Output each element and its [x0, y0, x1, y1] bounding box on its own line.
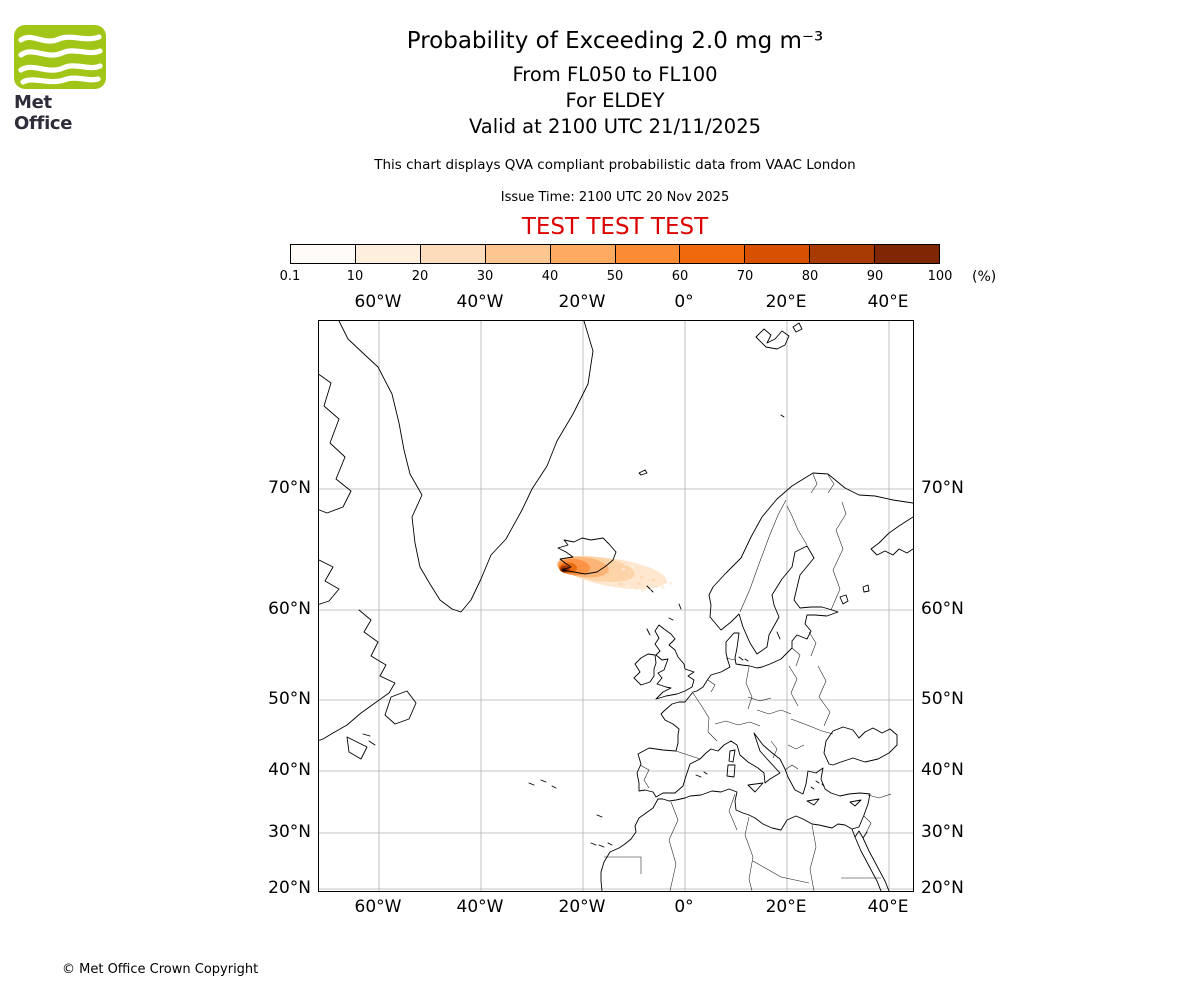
subtitle-valid-time: Valid at 2100 UTC 21/11/2025 — [468, 115, 762, 138]
latitude-label-left: 50°N — [268, 689, 311, 709]
longitude-label-bottom: 20°E — [765, 897, 807, 917]
page-title: Probability of Exceeding 2.0 mg m⁻³ — [406, 28, 824, 54]
latitude-label-left: 40°N — [268, 760, 311, 780]
border-balkans — [770, 740, 805, 771]
latitude-label-left: 70°N — [268, 478, 311, 498]
latitude-label-right: 70°N — [921, 478, 964, 498]
colorbar-segment — [680, 245, 746, 263]
longitude-label-bottom: 40°E — [867, 897, 909, 917]
met-office-logo: Met Office — [14, 25, 110, 134]
subtitle-volcano: For ELDEY — [565, 89, 665, 112]
colorbar-tick-label: 90 — [866, 269, 884, 284]
coastline-greenland — [338, 321, 594, 613]
longitude-label-top: 40°E — [867, 292, 909, 312]
border-scandinavia — [739, 473, 847, 613]
coastline-iceland — [557, 537, 617, 575]
subtitle-flight-levels: From FL050 to FL100 — [512, 63, 718, 86]
met-office-logo-text: Met Office — [14, 92, 73, 134]
colorbar-tick-label: 70 — [736, 269, 754, 284]
latitude-label-right: 60°N — [921, 599, 964, 619]
met-office-logo-icon — [14, 25, 106, 89]
map-frame — [318, 320, 914, 892]
colorbar-tick-label: 30 — [476, 269, 494, 284]
colorbar-segment — [550, 245, 616, 263]
issue-time: Issue Time: 2100 UTC 20 Nov 2025 — [500, 190, 730, 205]
longitude-label-top: 20°W — [558, 292, 606, 312]
coastline-svalbard — [755, 322, 803, 418]
border-north-africa — [604, 793, 881, 891]
latitude-label-right: 40°N — [921, 760, 964, 780]
latitude-label-left: 20°N — [268, 878, 311, 898]
coastline-faroes-shetland — [646, 585, 682, 636]
latitude-label-right: 50°N — [921, 689, 964, 709]
colorbar-segment — [745, 245, 811, 263]
colorbar-segment — [291, 245, 356, 263]
coastline-black-sea — [823, 726, 898, 766]
latitude-label-left: 30°N — [268, 822, 311, 842]
coastline-mediterranean-islands — [695, 749, 862, 807]
border-middle-east — [863, 793, 892, 834]
colorbar-tick-label: 40 — [541, 269, 559, 284]
border-eastern-europe — [745, 631, 834, 735]
coastline-atlantic-islands — [528, 779, 613, 848]
colorbar-unit-label: (%) — [972, 269, 997, 285]
coastline-jan-mayen — [638, 469, 648, 476]
coastline-baffin-island — [319, 373, 352, 514]
longitude-label-bottom: 0° — [674, 897, 694, 917]
colorbar-ticks: 0.1 10 20 30 40 50 60 70 80 90 100 — [280, 269, 953, 285]
colorbar-segment — [875, 245, 940, 263]
test-banner: TEST TEST TEST — [521, 214, 709, 240]
map-canvas — [319, 321, 913, 891]
latitude-label-left: 60°N — [268, 599, 311, 619]
latitude-label-right: 30°N — [921, 822, 964, 842]
colorbar-segment — [420, 245, 486, 263]
coastline-labrador — [319, 609, 396, 741]
coastline-lakes-ladoga-onega — [839, 584, 870, 605]
longitude-label-top: 20°E — [765, 292, 807, 312]
longitude-label-top: 40°W — [456, 292, 504, 312]
colorbar-tick-label: 10 — [346, 269, 364, 284]
map-gridlines — [319, 321, 913, 891]
coastline-great-britain — [654, 624, 695, 700]
colorbar-segment — [615, 245, 681, 263]
coastline-ireland — [633, 653, 657, 686]
colorbar-tick-label: 50 — [606, 269, 624, 284]
qva-description: This chart displays QVA compliant probab… — [374, 157, 856, 173]
country-borders — [604, 473, 892, 891]
border-central-europe — [707, 657, 792, 727]
colorbar-tick-label: 80 — [801, 269, 819, 284]
coastline-white-sea — [870, 516, 913, 556]
colorbar-tick-label: 20 — [411, 269, 429, 284]
colorbar-segment — [355, 245, 421, 263]
border-france-iberia — [639, 692, 718, 789]
longitude-label-bottom: 40°W — [456, 897, 504, 917]
ash-probability-plume — [557, 555, 673, 592]
coastline-red-sea — [851, 828, 890, 891]
latitude-label-right: 20°N — [921, 878, 964, 898]
coastline-nova-scotia — [346, 733, 376, 760]
longitude-label-bottom: 60°W — [354, 897, 402, 917]
longitude-label-bottom: 20°W — [558, 897, 606, 917]
coastline-europe-africa-mainland — [600, 472, 913, 891]
coastline-ungava — [319, 559, 340, 605]
longitude-label-top: 60°W — [354, 292, 402, 312]
colorbar-segment — [810, 245, 876, 263]
coastline-baltic-islands — [738, 631, 781, 662]
colorbar-tick-label: 60 — [671, 269, 689, 284]
coastline-newfoundland — [384, 690, 417, 725]
colorbar-tick-label: 0.1 — [279, 269, 301, 284]
longitude-label-top: 0° — [674, 292, 694, 312]
coastlines — [319, 321, 913, 891]
colorbar-tick-label: 100 — [927, 269, 953, 284]
copyright-notice: © Met Office Crown Copyright — [62, 962, 259, 977]
colorbar-segment — [485, 245, 551, 263]
colorbar — [290, 244, 940, 264]
